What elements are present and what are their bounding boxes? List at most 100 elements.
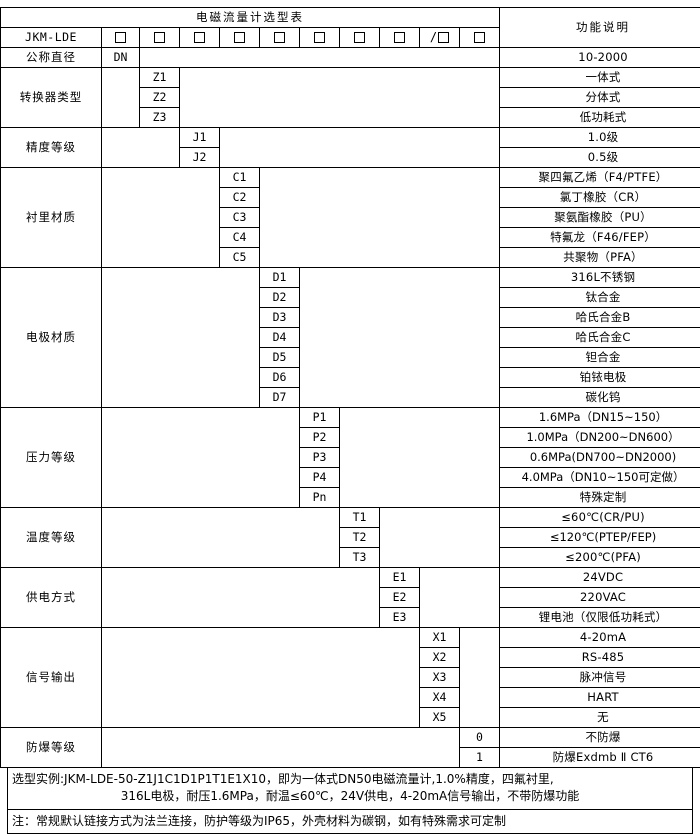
code-cell[interactable]: D2 [260,288,300,308]
order-checkbox[interactable] [438,32,449,43]
code-cell[interactable]: J1 [180,128,220,148]
code-cell[interactable]: D5 [260,348,300,368]
code-cell[interactable]: Z3 [140,108,180,128]
code-cell[interactable]: D6 [260,368,300,388]
code-cell[interactable]: X1 [420,628,460,648]
code-cell[interactable]: D1 [260,268,300,288]
description-cell: 0.6MPa(DN700~DN2000) [500,448,700,468]
code-cell[interactable]: C1 [220,168,260,188]
code-cell[interactable]: X4 [420,688,460,708]
description-cell: 1.6MPa（DN15~150） [500,408,700,428]
category-9: 信号输出 [1,628,102,728]
description-cell: RS-485 [500,648,700,668]
order-checkbox[interactable] [394,32,405,43]
code-cell[interactable]: C4 [220,228,260,248]
code-cell[interactable]: E1 [380,568,420,588]
right-filler-2 [180,68,500,128]
checkbox-cell-5[interactable] [260,28,300,48]
code-cell[interactable]: C3 [220,208,260,228]
selection-example: 选型实例:JKM-LDE-50-Z1J1C1D1P1T1E1X10，即为一体式D… [8,768,692,810]
right-filler-6 [340,408,500,508]
left-filler-9 [102,628,420,728]
description-cell: 4-20mA [500,628,700,648]
table-title: 电磁流量计选型表 [1,8,500,28]
order-checkbox[interactable] [154,32,165,43]
example-line-1: 选型实例:JKM-LDE-50-Z1J1C1D1P1T1E1X10，即为一体式D… [12,771,688,788]
code-cell[interactable]: X2 [420,648,460,668]
code-cell[interactable]: Z1 [140,68,180,88]
description-cell: 共聚物（PFA） [500,248,700,268]
code-cell[interactable]: P3 [300,448,340,468]
order-checkbox[interactable] [474,32,485,43]
left-filler-7 [102,508,340,568]
description-cell: 24VDC [500,568,700,588]
description-cell: 316L不锈钢 [500,268,700,288]
checkbox-cell-3[interactable] [180,28,220,48]
checkbox-cell-6[interactable] [300,28,340,48]
code-cell[interactable]: C5 [220,248,260,268]
description-cell: 防爆Exdmb Ⅱ CT6 [500,748,700,768]
checkbox-cell-2[interactable] [140,28,180,48]
checkbox-cell-10[interactable] [460,28,500,48]
category-6: 压力等级 [1,408,102,508]
left-filler-3 [102,128,180,168]
checkbox-cell-8[interactable] [380,28,420,48]
category-7: 温度等级 [1,508,102,568]
order-checkbox[interactable] [194,32,205,43]
code-cell[interactable]: Z2 [140,88,180,108]
order-checkbox[interactable] [274,32,285,43]
code-cell[interactable]: D7 [260,388,300,408]
code-cell[interactable]: T2 [340,528,380,548]
code-cell[interactable]: P2 [300,428,340,448]
checkbox-cell-9[interactable]: / [420,28,460,48]
table-title-row: 电磁流量计选型表功能说明 [1,8,700,28]
description-cell: 哈氏合金B [500,308,700,328]
code-cell[interactable]: X5 [420,708,460,728]
function-column-header: 功能说明 [500,8,700,48]
description-cell: 聚四氟乙烯（F4/PTFE） [500,168,700,188]
code-cell[interactable]: DN [102,48,140,68]
checkbox-cell-4[interactable] [220,28,260,48]
code-cell[interactable]: T1 [340,508,380,528]
code-cell[interactable]: 0 [460,728,500,748]
right-filler-3 [220,128,500,168]
code-cell[interactable]: T3 [340,548,380,568]
category-8: 供电方式 [1,568,102,628]
description-cell: 10-2000 [500,48,700,68]
code-cell[interactable]: D4 [260,328,300,348]
order-checkbox[interactable] [354,32,365,43]
category-10: 防爆等级 [1,728,102,768]
code-cell[interactable]: E2 [380,588,420,608]
code-cell[interactable]: Pn [300,488,340,508]
code-cell[interactable]: E3 [380,608,420,628]
order-checkbox[interactable] [314,32,325,43]
order-checkbox[interactable] [234,32,245,43]
code-cell[interactable]: X3 [420,668,460,688]
footer-notes: 选型实例:JKM-LDE-50-Z1J1C1D1P1T1E1X10，即为一体式D… [7,768,693,834]
category-2: 转换器类型 [1,68,102,128]
left-filler-5 [102,268,260,408]
checkbox-cell-7[interactable] [340,28,380,48]
example-line-2: 316L电极，耐压1.6MPa，耐温≤60℃，24V供电，4-20mA信号输出，… [12,788,688,805]
description-cell: 低功耗式 [500,108,700,128]
description-cell: 220VAC [500,588,700,608]
code-cell[interactable]: C2 [220,188,260,208]
code-cell[interactable]: J2 [180,148,220,168]
code-cell[interactable]: P1 [300,408,340,428]
code-cell[interactable]: D3 [260,308,300,328]
description-cell: ≤60℃(CR/PU) [500,508,700,528]
left-filler-6 [102,408,300,508]
code-cell[interactable]: 1 [460,748,500,768]
category-1: 公称直径 [1,48,102,68]
order-checkbox[interactable] [115,32,126,43]
code-cell[interactable]: P4 [300,468,340,488]
description-cell: 锂电池（仅限低功耗式） [500,608,700,628]
category-4: 衬里材质 [1,168,102,268]
checkbox-cell-1[interactable] [102,28,140,48]
